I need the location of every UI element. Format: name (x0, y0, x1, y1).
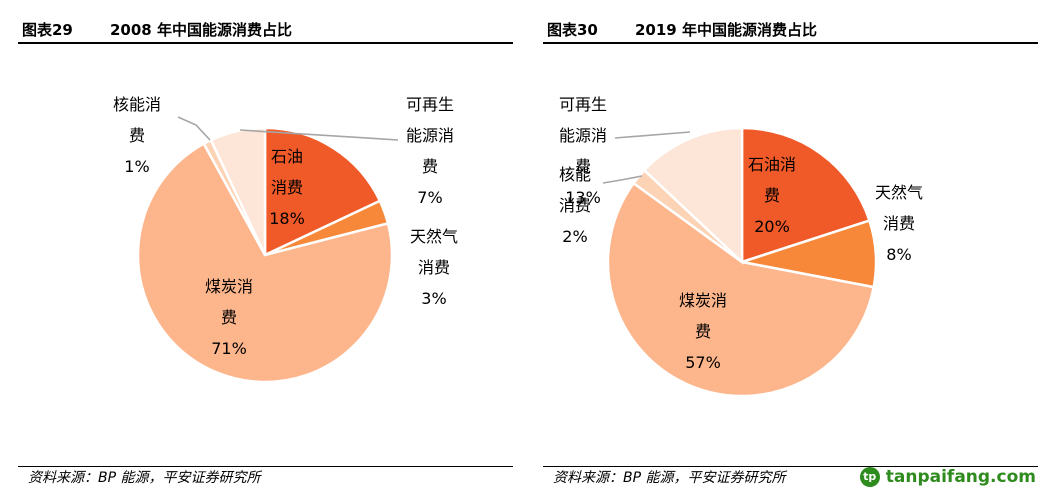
label-value-gas: 8% (886, 245, 911, 264)
label-text-renewable: 能源消 (559, 126, 607, 145)
label-value-nuclear: 2% (562, 227, 587, 246)
leader-line-renewable (614, 131, 691, 139)
label-value-oil: 18% (269, 209, 305, 228)
chart-title: 2008 年中国能源消费占比 (110, 21, 292, 39)
figure-number: 图表30 (547, 21, 598, 39)
label-text-coal: 煤炭消 (205, 277, 253, 296)
pie-slice-coal (606, 181, 876, 398)
label-text-renewable: 费 (422, 157, 438, 176)
pie-slice-oil (263, 126, 382, 257)
label-value-coal: 57% (685, 353, 721, 372)
chart-title-row: 图表29 2008 年中国能源消费占比 (18, 14, 513, 44)
label-text-nuclear: 核能消 (113, 95, 161, 114)
label-value-nuclear: 1% (124, 157, 149, 176)
label-text-gas: 消费 (418, 258, 450, 277)
chart-panel-2019: 图表30 2019 年中国能源消费占比 石油消费 20% 天然气 消费 8% 煤炭消费 57… (525, 0, 1050, 496)
label-value-oil: 20% (754, 217, 790, 236)
label-text-renewable: 可再生 (559, 95, 607, 114)
label-text-coal: 煤炭消 (679, 291, 727, 310)
watermark-text: tanpaifang.com (885, 467, 1036, 487)
label-text-coal: 费 (221, 308, 237, 327)
pie-slice-renewable (209, 126, 267, 256)
leader-line-renewable (239, 129, 399, 141)
label-text-nuclear: 费 (129, 126, 145, 145)
label-value-coal: 71% (211, 339, 247, 358)
pie-slice-oil (740, 126, 872, 264)
label-text-oil: 费 (764, 186, 780, 205)
watermark: tp tanpaifang.com (859, 464, 1036, 490)
source-note: 资料来源：BP 能源，平安证券研究所 (543, 466, 1038, 489)
chart-title: 2019 年中国能源消费占比 (635, 21, 817, 39)
label-value-renewable: 7% (417, 188, 442, 207)
label-text-nuclear: 核能 (559, 165, 591, 184)
pie-slice-coal (136, 142, 394, 384)
label-text-renewable: 费 (575, 157, 591, 176)
label-text-gas: 天然气 (875, 183, 923, 202)
label-value-gas: 3% (421, 289, 446, 308)
chart-title-row: 图表30 2019 年中国能源消费占比 (543, 14, 1038, 44)
label-text-oil: 石油消 (748, 155, 796, 174)
label-text-renewable: 可再生 (406, 95, 454, 114)
label-text-oil: 石油 (271, 147, 303, 166)
pie-slices (606, 126, 878, 398)
source-note: 资料来源：BP 能源，平安证券研究所 (18, 466, 513, 489)
figure-number: 图表29 (22, 21, 73, 39)
label-text-coal: 费 (695, 322, 711, 341)
label-text-oil: 消费 (271, 178, 303, 197)
leaf-logo-icon: tp (859, 467, 880, 487)
pie-slices (136, 126, 394, 384)
label-text-renewable: 能源消 (406, 126, 454, 145)
chart-panel-2008: 图表29 2008 年中国能源消费占比 石油 消费 18% 天然气 消费 3% 煤炭消费 71… (18, 14, 513, 489)
label-text-gas: 天然气 (410, 227, 458, 246)
label-text-nuclear: 消费 (559, 196, 591, 215)
label-text-gas: 消费 (883, 214, 915, 233)
label-value-renewable: 13% (565, 188, 601, 207)
leader-line-nuclear (177, 116, 211, 141)
leader-line-nuclear (602, 175, 643, 184)
pie-slice-renewable (642, 126, 744, 265)
